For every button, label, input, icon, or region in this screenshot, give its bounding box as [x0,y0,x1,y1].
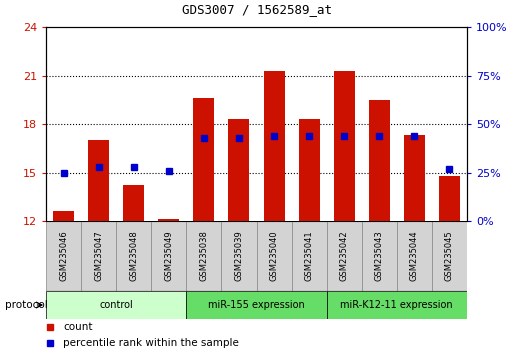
Bar [291,221,327,291]
Bar [369,100,390,221]
Text: GSM235042: GSM235042 [340,231,349,281]
Bar [327,221,362,291]
Text: GSM235041: GSM235041 [305,231,313,281]
Text: miR-K12-11 expression: miR-K12-11 expression [341,300,453,310]
Text: GSM235043: GSM235043 [374,230,384,281]
Bar [186,291,327,319]
Text: GSM235048: GSM235048 [129,230,139,281]
Bar [222,221,256,291]
Bar [264,71,285,221]
Bar [256,221,291,291]
Text: GSM235044: GSM235044 [410,231,419,281]
Bar [327,291,467,319]
Bar [46,221,81,291]
Bar [46,291,186,319]
Text: GSM235046: GSM235046 [59,230,68,281]
Text: GSM235049: GSM235049 [164,231,173,281]
Bar [439,176,460,221]
Bar [299,119,320,221]
Bar [81,221,116,291]
Bar [151,221,186,291]
Text: count: count [63,322,92,332]
Bar [404,135,425,221]
Text: GSM235040: GSM235040 [269,231,279,281]
Bar [193,98,214,221]
Bar [397,221,432,291]
Text: protocol: protocol [5,300,48,310]
Text: percentile rank within the sample: percentile rank within the sample [63,338,239,348]
Text: miR-155 expression: miR-155 expression [208,300,305,310]
Text: GSM235039: GSM235039 [234,230,244,281]
Text: GSM235038: GSM235038 [200,230,208,281]
Bar [53,211,74,221]
Bar [432,221,467,291]
Bar [186,221,222,291]
Text: GDS3007 / 1562589_at: GDS3007 / 1562589_at [182,4,331,17]
Bar [116,221,151,291]
Bar [333,71,354,221]
Text: GSM235047: GSM235047 [94,230,103,281]
Bar [159,219,180,221]
Bar [88,140,109,221]
Text: control: control [100,300,133,310]
Bar [228,119,249,221]
Bar [123,185,144,221]
Bar [362,221,397,291]
Text: GSM235045: GSM235045 [445,231,454,281]
